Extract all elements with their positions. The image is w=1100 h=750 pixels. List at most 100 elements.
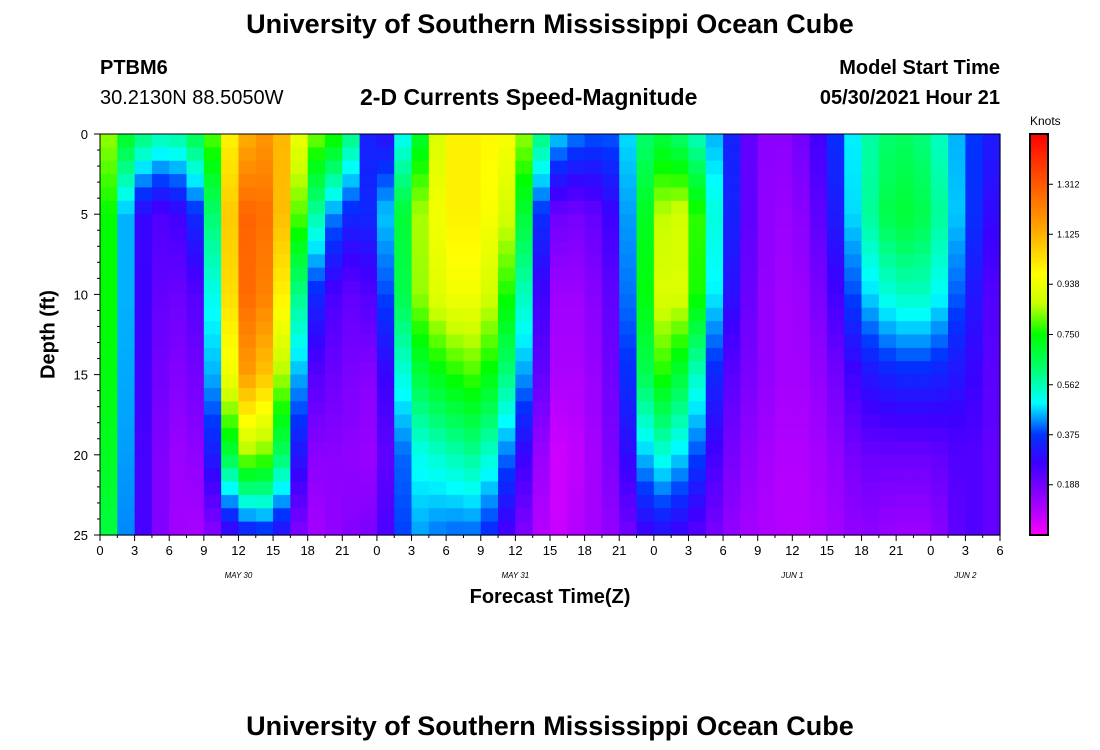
heatmap-cell xyxy=(498,294,516,309)
heatmap-cell xyxy=(186,468,205,483)
heatmap-cell xyxy=(792,414,811,429)
heatmap-cell xyxy=(792,374,811,389)
heatmap-cell xyxy=(186,321,205,336)
heatmap-cell xyxy=(826,334,845,349)
heatmap-cell xyxy=(567,214,586,229)
heatmap-cell xyxy=(203,454,222,469)
heatmap-cell xyxy=(446,267,465,282)
heatmap-cell xyxy=(792,347,811,362)
heatmap-cell xyxy=(394,441,413,456)
heatmap-cell xyxy=(134,294,153,309)
heatmap-cell xyxy=(844,521,863,536)
heatmap-cell xyxy=(273,294,291,309)
heatmap-cell xyxy=(861,214,880,229)
heatmap-cell xyxy=(619,321,638,336)
heatmap-cell xyxy=(619,468,638,483)
heatmap-cell xyxy=(203,414,222,429)
heatmap-cell xyxy=(446,401,465,416)
heatmap-cell xyxy=(238,267,257,282)
heatmap-cell xyxy=(428,134,447,148)
heatmap-cell xyxy=(515,134,534,148)
heatmap-cell xyxy=(688,240,707,255)
heatmap-cell xyxy=(930,428,949,443)
heatmap-cell xyxy=(688,307,707,322)
model-start-label: Model Start Time xyxy=(839,57,1000,79)
heatmap-cell xyxy=(342,481,361,496)
heatmap-cell xyxy=(117,281,136,295)
heatmap-cell xyxy=(359,321,378,336)
heatmap-cell xyxy=(740,414,759,429)
heatmap-cell xyxy=(169,321,188,336)
heatmap-cell xyxy=(826,508,845,523)
heatmap-cell xyxy=(376,334,395,349)
heatmap-cell xyxy=(792,267,811,282)
heatmap-cell xyxy=(550,200,568,215)
heatmap-cell xyxy=(238,174,257,189)
heatmap-cell xyxy=(584,267,603,282)
heatmap-cell xyxy=(463,307,482,322)
heatmap-cell xyxy=(965,227,984,242)
heatmap-cell xyxy=(100,254,118,269)
heatmap-cell xyxy=(878,401,897,416)
heatmap-cell xyxy=(394,401,413,416)
heatmap-cell xyxy=(203,508,222,523)
heatmap-cell xyxy=(480,494,499,509)
heatmap-cell xyxy=(342,174,361,189)
heatmap-cell xyxy=(913,240,932,255)
heatmap-cell xyxy=(273,387,291,402)
heatmap-cell xyxy=(376,387,395,402)
heatmap-cell xyxy=(775,187,793,202)
heatmap-cell xyxy=(411,454,430,469)
heatmap-cell xyxy=(480,374,499,389)
heatmap-cell xyxy=(671,347,690,362)
heatmap-cell xyxy=(515,361,534,376)
heatmap-cell xyxy=(290,441,309,456)
heatmap-cell xyxy=(930,361,949,376)
heatmap-cell xyxy=(203,200,222,215)
heatmap-cell xyxy=(619,401,638,416)
heatmap-cell xyxy=(792,454,811,469)
heatmap-cell xyxy=(896,347,915,362)
heatmap-cell xyxy=(307,428,326,443)
heatmap-cell xyxy=(515,468,534,483)
heatmap-cell xyxy=(653,334,672,349)
heatmap-cell xyxy=(982,347,1001,362)
heatmap-cell xyxy=(913,254,932,269)
heatmap-cell xyxy=(480,321,499,336)
heatmap-cell xyxy=(878,254,897,269)
heatmap-cell xyxy=(359,267,378,282)
heatmap-cell xyxy=(775,227,793,242)
heatmap-cell xyxy=(671,214,690,229)
heatmap-cell xyxy=(688,361,707,376)
heatmap-cell xyxy=(723,200,741,215)
heatmap-cell xyxy=(550,347,568,362)
heatmap-cell xyxy=(169,187,188,202)
heatmap-cell xyxy=(826,294,845,309)
heatmap-cell xyxy=(930,321,949,336)
heatmap-cell xyxy=(619,428,638,443)
heatmap-cell xyxy=(515,401,534,416)
heatmap-cell xyxy=(532,387,551,402)
date-label: JUN 1 xyxy=(780,571,803,580)
heatmap-cell xyxy=(740,227,759,242)
heatmap-cell xyxy=(965,294,984,309)
heatmap-cell xyxy=(653,160,672,175)
heatmap-cell xyxy=(411,294,430,309)
heatmap-cell xyxy=(584,160,603,175)
heatmap-cell xyxy=(221,374,240,389)
heatmap-cell xyxy=(203,441,222,456)
heatmap-cell xyxy=(117,174,136,189)
heatmap-cell xyxy=(480,508,499,523)
heatmap-cell xyxy=(186,361,205,376)
heatmap-cell xyxy=(723,441,741,456)
heatmap-cell xyxy=(844,468,863,483)
heatmap-cell xyxy=(948,334,966,349)
heatmap-cell xyxy=(948,401,966,416)
heatmap-cell xyxy=(965,374,984,389)
heatmap-cell xyxy=(411,160,430,175)
heatmap-cell xyxy=(238,481,257,496)
x-tick-label: 6 xyxy=(719,543,726,558)
heatmap-cell xyxy=(498,387,516,402)
heatmap-cell xyxy=(550,494,568,509)
